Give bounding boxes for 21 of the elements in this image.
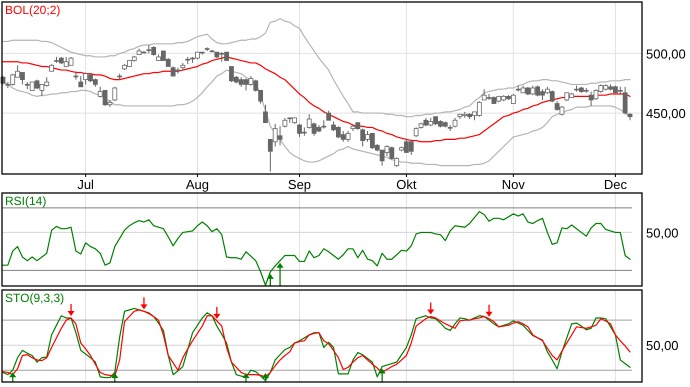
- x-tick-label: Jul: [77, 177, 94, 192]
- x-tick-label: Sep: [288, 177, 312, 192]
- candlestick: [263, 104, 268, 124]
- chart-title: BOL(20;2): [5, 3, 60, 17]
- chart-title: RSI(14): [5, 194, 46, 208]
- x-tick-label: Aug: [186, 177, 209, 192]
- line-series: [2, 18, 631, 118]
- y-tick-label: 450,00: [646, 106, 686, 122]
- x-tick-label: Dec: [604, 177, 628, 192]
- candlestick: [452, 117, 458, 128]
- candlestick: [622, 86, 628, 115]
- x-tick-label: Nov: [502, 177, 526, 192]
- candlestick: [112, 86, 118, 102]
- text: 50,00: [646, 338, 679, 354]
- candlestick: [414, 126, 419, 138]
- text: 50,00: [646, 225, 679, 240]
- x-tick-label: Okt: [396, 177, 417, 192]
- candlestick: [326, 110, 332, 121]
- y-tick-label: 500,00: [646, 46, 686, 62]
- candlestick: [282, 117, 288, 128]
- chart-title: STO(9,3,3): [5, 291, 64, 305]
